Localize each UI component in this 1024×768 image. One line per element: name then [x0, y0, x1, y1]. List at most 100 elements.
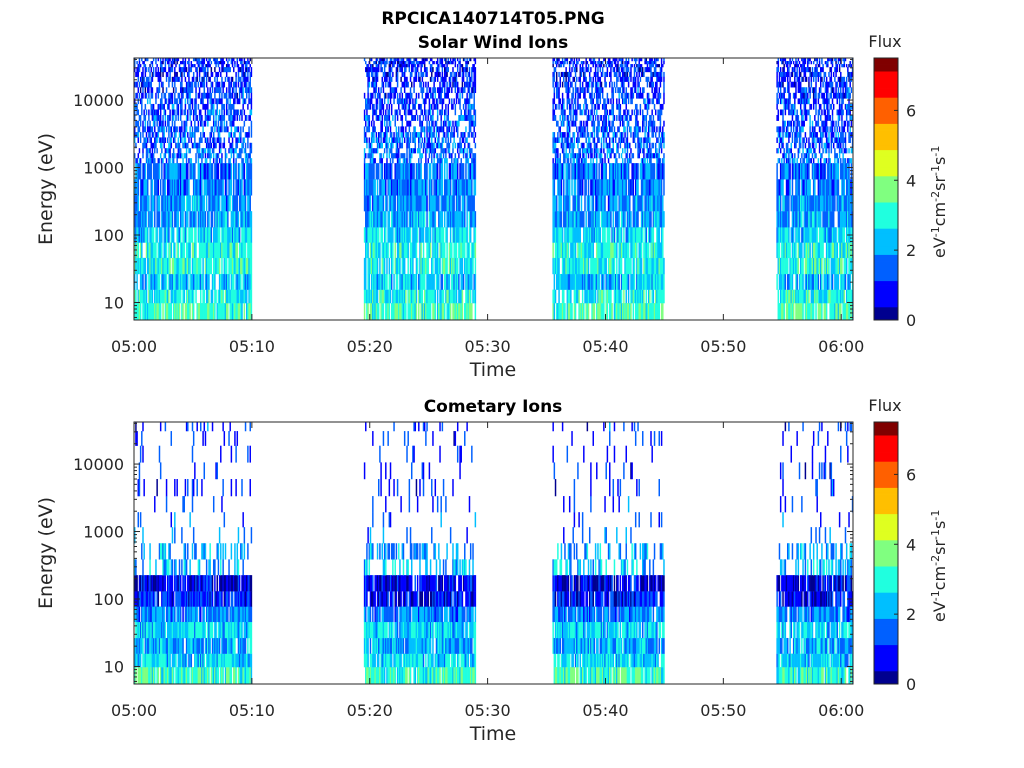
- heatmap-cell: [434, 211, 437, 228]
- heatmap-cell: [566, 87, 569, 94]
- heatmap-cell: [176, 211, 178, 228]
- heatmap-cell: [444, 211, 446, 228]
- heatmap-cell: [603, 137, 605, 143]
- heatmap-cell: [185, 211, 188, 228]
- heatmap-cell: [561, 142, 564, 149]
- heatmap-cell: [221, 76, 223, 82]
- heatmap-cell: [386, 76, 388, 82]
- heatmap-cell: [236, 109, 239, 116]
- heatmap-cell: [568, 67, 571, 73]
- heatmap-cell: [560, 137, 563, 143]
- heatmap-cell: [468, 273, 471, 290]
- heatmap-cell: [585, 148, 587, 154]
- heatmap-cell: [420, 303, 422, 321]
- heatmap-cell: [222, 273, 224, 290]
- heatmap-cell: [381, 67, 383, 73]
- heatmap-cell: [401, 289, 404, 304]
- heatmap-cell: [231, 76, 234, 82]
- heatmap-cell: [237, 98, 240, 105]
- heatmap-cell: [174, 211, 176, 228]
- heatmap-cell: [609, 120, 611, 127]
- heatmap-cell: [144, 257, 147, 275]
- heatmap-cell: [382, 87, 385, 94]
- heatmap-cell: [207, 257, 209, 275]
- heatmap-cell: [169, 137, 171, 143]
- heatmap-cell: [379, 289, 381, 304]
- heatmap-cell: [601, 87, 604, 94]
- heatmap-cell: [191, 132, 194, 138]
- heatmap-cell: [163, 126, 165, 133]
- heatmap-cell: [229, 148, 231, 154]
- heatmap-cell: [233, 103, 235, 110]
- heatmap-cell: [426, 137, 428, 143]
- heatmap-cell: [209, 98, 211, 105]
- heatmap-cell: [438, 87, 440, 94]
- heatmap-cell: [164, 273, 167, 290]
- heatmap-cell: [249, 148, 251, 154]
- heatmap-cell: [184, 211, 187, 228]
- heatmap-cell: [244, 211, 247, 228]
- heatmap-cell: [211, 148, 214, 154]
- heatmap-cell: [441, 58, 444, 62]
- heatmap-cell: [225, 227, 228, 243]
- heatmap-cell: [418, 137, 420, 143]
- heatmap-cell: [413, 132, 415, 138]
- heatmap-cell: [415, 163, 418, 180]
- heatmap-cell: [469, 126, 472, 133]
- heatmap-cell: [210, 92, 213, 99]
- heatmap-cell: [191, 142, 194, 149]
- heatmap-cell: [580, 195, 583, 212]
- heatmap-cell: [223, 163, 226, 180]
- heatmap-cell: [165, 242, 168, 259]
- heatmap-cell: [241, 142, 243, 149]
- heatmap-cell: [204, 179, 207, 196]
- heatmap-cell: [425, 115, 427, 121]
- heatmap-cell: [554, 61, 557, 65]
- heatmap-cell: [573, 137, 576, 143]
- heatmap-cell: [593, 126, 596, 133]
- heatmap-cell: [577, 227, 579, 243]
- heatmap-cell: [599, 303, 602, 321]
- heatmap-cell: [151, 92, 154, 99]
- heatmap-cell: [383, 71, 386, 78]
- heatmap-cell: [145, 227, 148, 243]
- heatmap-cell: [402, 153, 405, 159]
- heatmap-cell: [376, 103, 379, 110]
- heatmap-cell: [136, 81, 138, 88]
- heatmap-cell: [588, 81, 591, 88]
- heatmap-cell: [365, 153, 367, 159]
- heatmap-cell: [202, 92, 204, 99]
- heatmap-cell: [372, 64, 374, 68]
- heatmap-cell: [597, 61, 599, 65]
- heatmap-cell: [561, 137, 564, 143]
- heatmap-cell: [468, 142, 471, 149]
- heatmap-cell: [399, 61, 401, 65]
- heatmap-cell: [427, 126, 429, 133]
- heatmap-cell: [216, 211, 218, 228]
- heatmap-cell: [152, 71, 155, 78]
- heatmap-cell: [395, 153, 398, 159]
- heatmap-cell: [214, 142, 216, 149]
- heatmap-cell: [152, 58, 155, 62]
- heatmap-cell: [466, 81, 468, 88]
- heatmap-cell: [422, 58, 425, 62]
- heatmap-cell: [440, 158, 442, 164]
- heatmap-cell: [210, 257, 213, 275]
- heatmap-cell: [228, 195, 230, 212]
- heatmap-cell: [184, 257, 187, 275]
- heatmap-cell: [604, 179, 606, 196]
- heatmap-cell: [468, 98, 471, 105]
- heatmap-cell: [461, 115, 464, 121]
- heatmap-cell: [179, 81, 182, 88]
- heatmap-cell: [413, 103, 415, 110]
- heatmap-cell: [591, 103, 593, 110]
- heatmap-cell: [566, 58, 569, 62]
- heatmap-cell: [567, 142, 570, 149]
- heatmap-cell: [472, 115, 474, 121]
- heatmap-cell: [402, 64, 405, 68]
- heatmap-cell: [405, 126, 407, 133]
- heatmap-cell: [390, 67, 393, 73]
- heatmap-cell: [368, 103, 371, 110]
- heatmap-cell: [231, 195, 234, 212]
- heatmap-cell: [187, 179, 189, 196]
